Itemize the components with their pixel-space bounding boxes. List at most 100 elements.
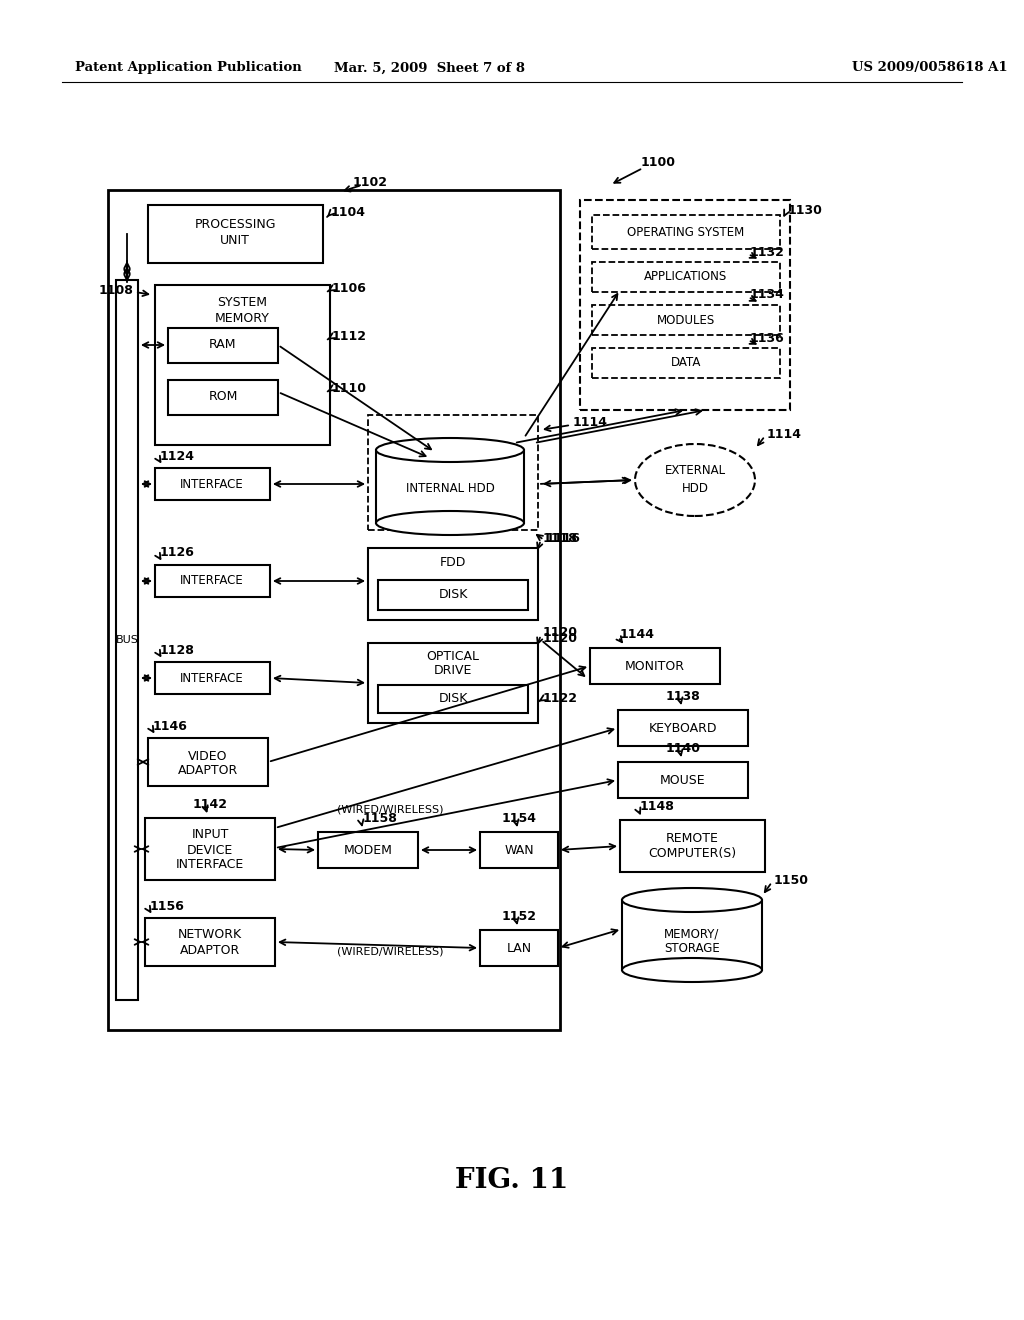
Text: 1148: 1148 [640, 800, 675, 813]
Bar [480, 931, 558, 966]
Text: 1142: 1142 [193, 797, 227, 810]
Bar [155, 469, 270, 500]
Text: 1114: 1114 [767, 428, 802, 441]
Text: OPERATING SYSTEM: OPERATING SYSTEM [628, 226, 744, 239]
Text: 1146: 1146 [153, 719, 187, 733]
Bar [592, 215, 780, 249]
Text: 1120: 1120 [543, 627, 578, 639]
Bar [368, 643, 538, 723]
Bar [108, 190, 560, 1030]
Text: DISK: DISK [438, 693, 468, 705]
Text: LAN: LAN [507, 941, 531, 954]
Text: 1102: 1102 [352, 177, 387, 190]
Text: STORAGE: STORAGE [665, 942, 720, 956]
Text: INTERFACE: INTERFACE [180, 574, 244, 587]
Text: BUS: BUS [116, 635, 138, 645]
Bar [376, 450, 524, 523]
Bar [592, 348, 780, 378]
Text: 1118: 1118 [543, 532, 578, 544]
Text: 1122: 1122 [543, 692, 578, 705]
Text: 1154: 1154 [502, 813, 537, 825]
Text: (WIRED/WIRELESS): (WIRED/WIRELESS) [337, 805, 443, 814]
Text: HDD: HDD [682, 482, 709, 495]
Text: 1104: 1104 [331, 206, 366, 219]
Text: DATA: DATA [671, 356, 701, 370]
Text: NETWORK: NETWORK [178, 928, 242, 941]
Text: 1124: 1124 [160, 450, 195, 462]
Text: EXTERNAL: EXTERNAL [665, 463, 726, 477]
Text: 1110: 1110 [332, 381, 367, 395]
Text: 1128: 1128 [160, 644, 195, 656]
Text: MOUSE: MOUSE [660, 774, 706, 787]
Text: 1138: 1138 [666, 690, 700, 704]
Text: 1156: 1156 [150, 899, 185, 912]
Bar [620, 820, 765, 873]
Text: ADAPTOR: ADAPTOR [178, 764, 239, 777]
Text: 1112: 1112 [332, 330, 367, 342]
Text: 1126: 1126 [160, 546, 195, 560]
Text: 1116: 1116 [546, 532, 581, 544]
Text: 1106: 1106 [332, 281, 367, 294]
Text: KEYBOARD: KEYBOARD [649, 722, 717, 734]
Bar [145, 818, 275, 880]
Text: Patent Application Publication: Patent Application Publication [75, 62, 302, 74]
Bar [590, 648, 720, 684]
Text: MODEM: MODEM [344, 843, 392, 857]
Text: MONITOR: MONITOR [625, 660, 685, 672]
Text: 1120: 1120 [543, 631, 578, 644]
Bar [116, 280, 138, 1001]
Text: MODULES: MODULES [656, 314, 715, 326]
Bar [378, 579, 528, 610]
Bar [592, 305, 780, 335]
Text: 1132: 1132 [750, 246, 784, 259]
Ellipse shape [376, 438, 524, 462]
Text: DEVICE: DEVICE [186, 843, 233, 857]
Text: MEMORY/: MEMORY/ [665, 928, 720, 940]
Bar [155, 663, 270, 694]
Text: SYSTEM: SYSTEM [217, 297, 267, 309]
Bar [368, 414, 538, 531]
Text: 1152: 1152 [502, 911, 537, 924]
Bar [592, 261, 780, 292]
Bar [145, 917, 275, 966]
Bar [622, 900, 762, 970]
Text: VIDEO: VIDEO [188, 750, 227, 763]
Text: Mar. 5, 2009  Sheet 7 of 8: Mar. 5, 2009 Sheet 7 of 8 [335, 62, 525, 74]
Text: OPTICAL: OPTICAL [427, 651, 479, 664]
Text: DISK: DISK [438, 589, 468, 602]
Bar [155, 285, 330, 445]
Text: FDD: FDD [440, 557, 466, 569]
Text: 1144: 1144 [620, 628, 655, 642]
Text: INTERFACE: INTERFACE [176, 858, 244, 871]
Ellipse shape [376, 511, 524, 535]
Text: COMPUTER(S): COMPUTER(S) [648, 847, 736, 861]
Text: 1108: 1108 [98, 284, 133, 297]
Text: INTERFACE: INTERFACE [180, 672, 244, 685]
Text: INTERNAL HDD: INTERNAL HDD [406, 482, 495, 495]
Bar [618, 710, 748, 746]
Text: 1134: 1134 [750, 289, 784, 301]
Bar [368, 548, 538, 620]
Text: APPLICATIONS: APPLICATIONS [644, 271, 728, 284]
Text: FIG. 11: FIG. 11 [456, 1167, 568, 1193]
Bar [168, 380, 278, 414]
Text: ADAPTOR: ADAPTOR [180, 944, 240, 957]
Bar [155, 565, 270, 597]
Ellipse shape [622, 958, 762, 982]
Text: 1150: 1150 [774, 874, 809, 887]
Text: 1158: 1158 [362, 813, 398, 825]
Text: MEMORY: MEMORY [215, 312, 269, 325]
Text: 1100: 1100 [640, 157, 676, 169]
Ellipse shape [635, 444, 755, 516]
Ellipse shape [622, 888, 762, 912]
Bar [580, 201, 790, 411]
Text: (WIRED/WIRELESS): (WIRED/WIRELESS) [337, 946, 443, 957]
Text: 1114: 1114 [573, 417, 608, 429]
Bar [148, 205, 323, 263]
Bar [618, 762, 748, 799]
Text: UNIT: UNIT [220, 235, 250, 248]
Text: RAM: RAM [209, 338, 237, 351]
Bar [168, 327, 278, 363]
Bar [318, 832, 418, 869]
Text: WAN: WAN [504, 843, 534, 857]
